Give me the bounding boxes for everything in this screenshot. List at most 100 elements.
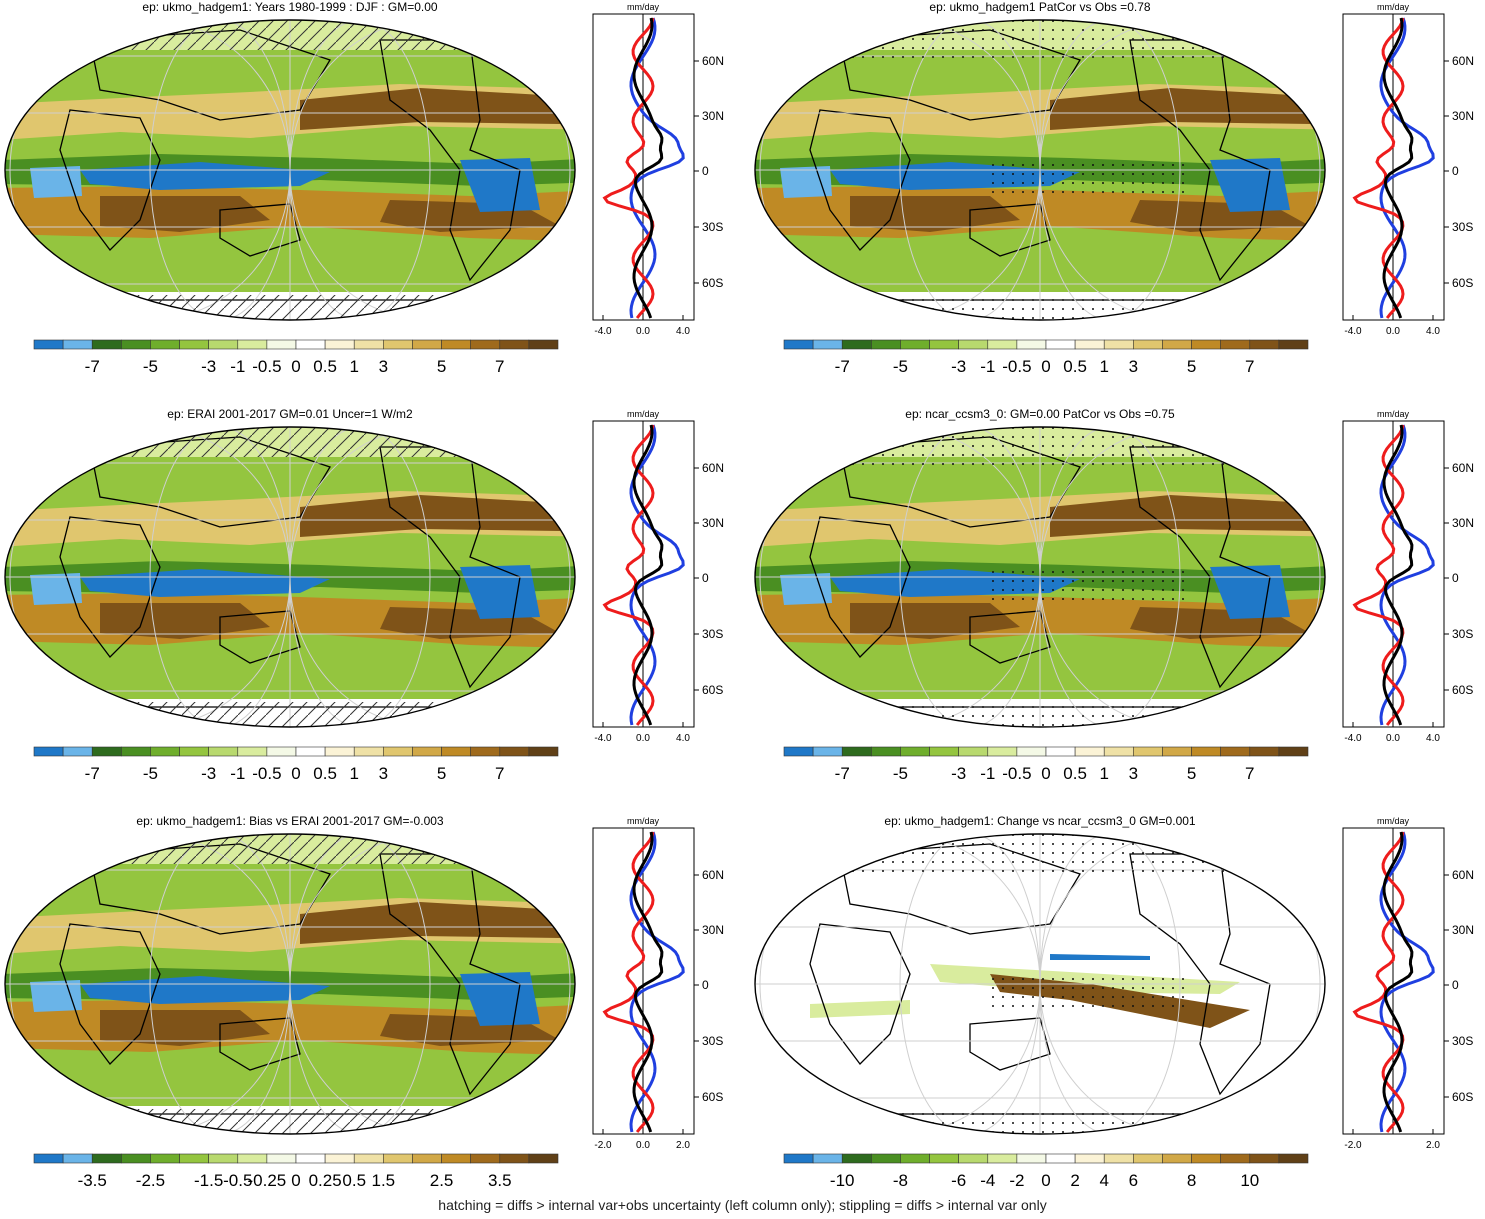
colorbar-label: -5 — [893, 764, 908, 783]
colorbar-label: 3 — [1129, 357, 1138, 376]
colorbar-swatch — [238, 1154, 267, 1163]
zonal-lat-label: 30S — [1452, 627, 1473, 641]
map-field — [750, 407, 1350, 739]
colorbar-swatch — [267, 340, 296, 349]
zonal-lat-label: 60N — [702, 54, 724, 68]
colorbar-swatch — [1279, 1154, 1308, 1163]
colorbar-swatch — [784, 1154, 813, 1163]
colorbar-label: 0.25 — [309, 1171, 342, 1190]
colorbar-swatch — [267, 747, 296, 756]
colorbar-label: -3 — [201, 357, 216, 376]
colorbar-label: -3 — [951, 764, 966, 783]
colorbar-swatch — [871, 340, 900, 349]
colorbar-swatch — [471, 1154, 500, 1163]
hatch-south — [0, 295, 600, 330]
colorbar-swatch — [930, 1154, 959, 1163]
hatch-south — [0, 1109, 600, 1144]
colorbar-swatch — [325, 1154, 354, 1163]
colorbar-label: 0.5 — [342, 1171, 366, 1190]
colorbar-label: -4 — [980, 1171, 995, 1190]
colorbar-label: 2 — [1070, 1171, 1079, 1190]
zonal-lat-label: 60N — [1452, 461, 1474, 475]
colorbar-label: 7 — [495, 357, 504, 376]
stipple-south — [850, 1110, 1270, 1140]
hatch-north — [0, 427, 600, 457]
colorbar-swatch — [442, 340, 471, 349]
colorbar-label: 1 — [1099, 764, 1108, 783]
colorbar-label: 3.5 — [488, 1171, 512, 1190]
zonal-lat-label: 60N — [702, 461, 724, 475]
colorbar-swatch — [209, 1154, 238, 1163]
colorbar-label: 0 — [1041, 764, 1050, 783]
colorbar-swatch — [471, 340, 500, 349]
colorbar-swatch — [238, 747, 267, 756]
stipple-tropics — [990, 160, 1190, 200]
colorbar-swatch — [900, 340, 929, 349]
colorbar-swatch — [959, 747, 988, 756]
zonal-lat-label: 60N — [702, 868, 724, 882]
colorbar-swatch — [354, 747, 383, 756]
colorbar-label: -0.5 — [1002, 764, 1031, 783]
colorbar-label: 5 — [437, 357, 446, 376]
colorbar-swatch — [150, 1154, 179, 1163]
colorbar-label: 0 — [1041, 357, 1050, 376]
zonal-lat-label: 60S — [1452, 1090, 1473, 1104]
colorbar-swatch — [1192, 340, 1221, 349]
colorbar-swatch — [1133, 747, 1162, 756]
colorbar-label: 3 — [379, 764, 388, 783]
zonal-lat-label: 30N — [1452, 109, 1474, 123]
colorbar-swatch — [1279, 747, 1308, 756]
colorbar-swatch — [180, 1154, 209, 1163]
colorbar-label: 4 — [1099, 1171, 1108, 1190]
colorbar-swatch — [296, 340, 325, 349]
colorbar-swatch — [784, 747, 813, 756]
zonal-x-label: 0.0 — [1386, 326, 1400, 337]
zonal-x-label: 4.0 — [1426, 326, 1440, 337]
colorbar-swatch — [1250, 747, 1279, 756]
panel-map-2: ep: ukmo_hadgem1 PatCor vs Obs =0.78 -7-… — [750, 0, 1485, 405]
zonal-x-label: 4.0 — [676, 326, 690, 337]
colorbar-label: 0.5 — [313, 357, 337, 376]
colorbar-label: -1 — [980, 764, 995, 783]
zonal-lat-label: 60N — [1452, 54, 1474, 68]
colorbar-label: 1.5 — [372, 1171, 396, 1190]
zonal-lat-label: 0 — [1452, 978, 1459, 992]
zonal-x-label: -4.0 — [594, 326, 612, 337]
colorbar-swatch — [1162, 340, 1191, 349]
colorbar-swatch — [1075, 340, 1104, 349]
colorbar-swatch — [180, 340, 209, 349]
colorbar-swatch — [471, 747, 500, 756]
colorbar-swatch — [325, 340, 354, 349]
colorbar-label: 0 — [291, 357, 300, 376]
colorbar-label: 0 — [1041, 1171, 1050, 1190]
colorbar-swatch — [354, 1154, 383, 1163]
map-field — [0, 0, 600, 332]
colorbar-swatch — [1250, 1154, 1279, 1163]
colorbar-label: -3 — [951, 357, 966, 376]
colorbar-label: 8 — [1187, 1171, 1196, 1190]
colorbar-swatch — [930, 747, 959, 756]
colorbar-label: 0.5 — [313, 764, 337, 783]
colorbar-label: 2.5 — [430, 1171, 454, 1190]
zonal-x-label: 0.0 — [1386, 733, 1400, 744]
colorbar-swatch — [871, 747, 900, 756]
stipple-tropics — [990, 567, 1190, 607]
colorbar-swatch — [1192, 1154, 1221, 1163]
zonal-lat-label: 60S — [702, 276, 723, 290]
zonal-x-label: 0.0 — [636, 1140, 650, 1151]
colorbar-swatch — [1075, 747, 1104, 756]
colorbar-label: -7 — [835, 357, 850, 376]
colorbar-label: -5 — [143, 764, 158, 783]
zonal-lat-label: 0 — [1452, 571, 1459, 585]
zonal-lat-label: 30N — [1452, 516, 1474, 530]
colorbar-swatch — [1162, 1154, 1191, 1163]
colorbar-swatch — [412, 1154, 441, 1163]
colorbar-label: 5 — [1187, 764, 1196, 783]
zonal-lat-label: 0 — [1452, 164, 1459, 178]
zonal-unit: mm/day — [1377, 2, 1410, 12]
